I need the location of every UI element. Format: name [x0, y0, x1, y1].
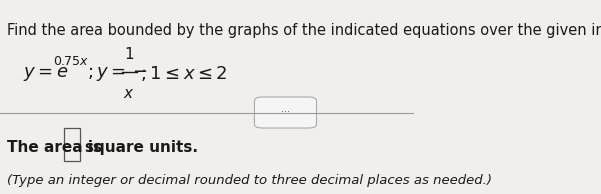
- Text: $; y = -$: $; y = -$: [87, 65, 148, 83]
- Text: $; 1\leq x\leq 2$: $; 1\leq x\leq 2$: [140, 64, 227, 83]
- Text: $1$: $1$: [124, 46, 134, 62]
- FancyBboxPatch shape: [254, 97, 317, 128]
- Text: (Type an integer or decimal rounded to three decimal places as needed.): (Type an integer or decimal rounded to t…: [7, 174, 492, 187]
- Text: Find the area bounded by the graphs of the indicated equations over the given in: Find the area bounded by the graphs of t…: [7, 23, 601, 38]
- Bar: [64, 128, 80, 161]
- Text: square units.: square units.: [85, 140, 198, 155]
- Text: $x$: $x$: [123, 86, 135, 101]
- Text: $y = e$: $y = e$: [23, 65, 69, 83]
- Text: $0.75x$: $0.75x$: [53, 55, 90, 68]
- Text: The area is: The area is: [7, 140, 102, 155]
- Text: ···: ···: [281, 107, 290, 118]
